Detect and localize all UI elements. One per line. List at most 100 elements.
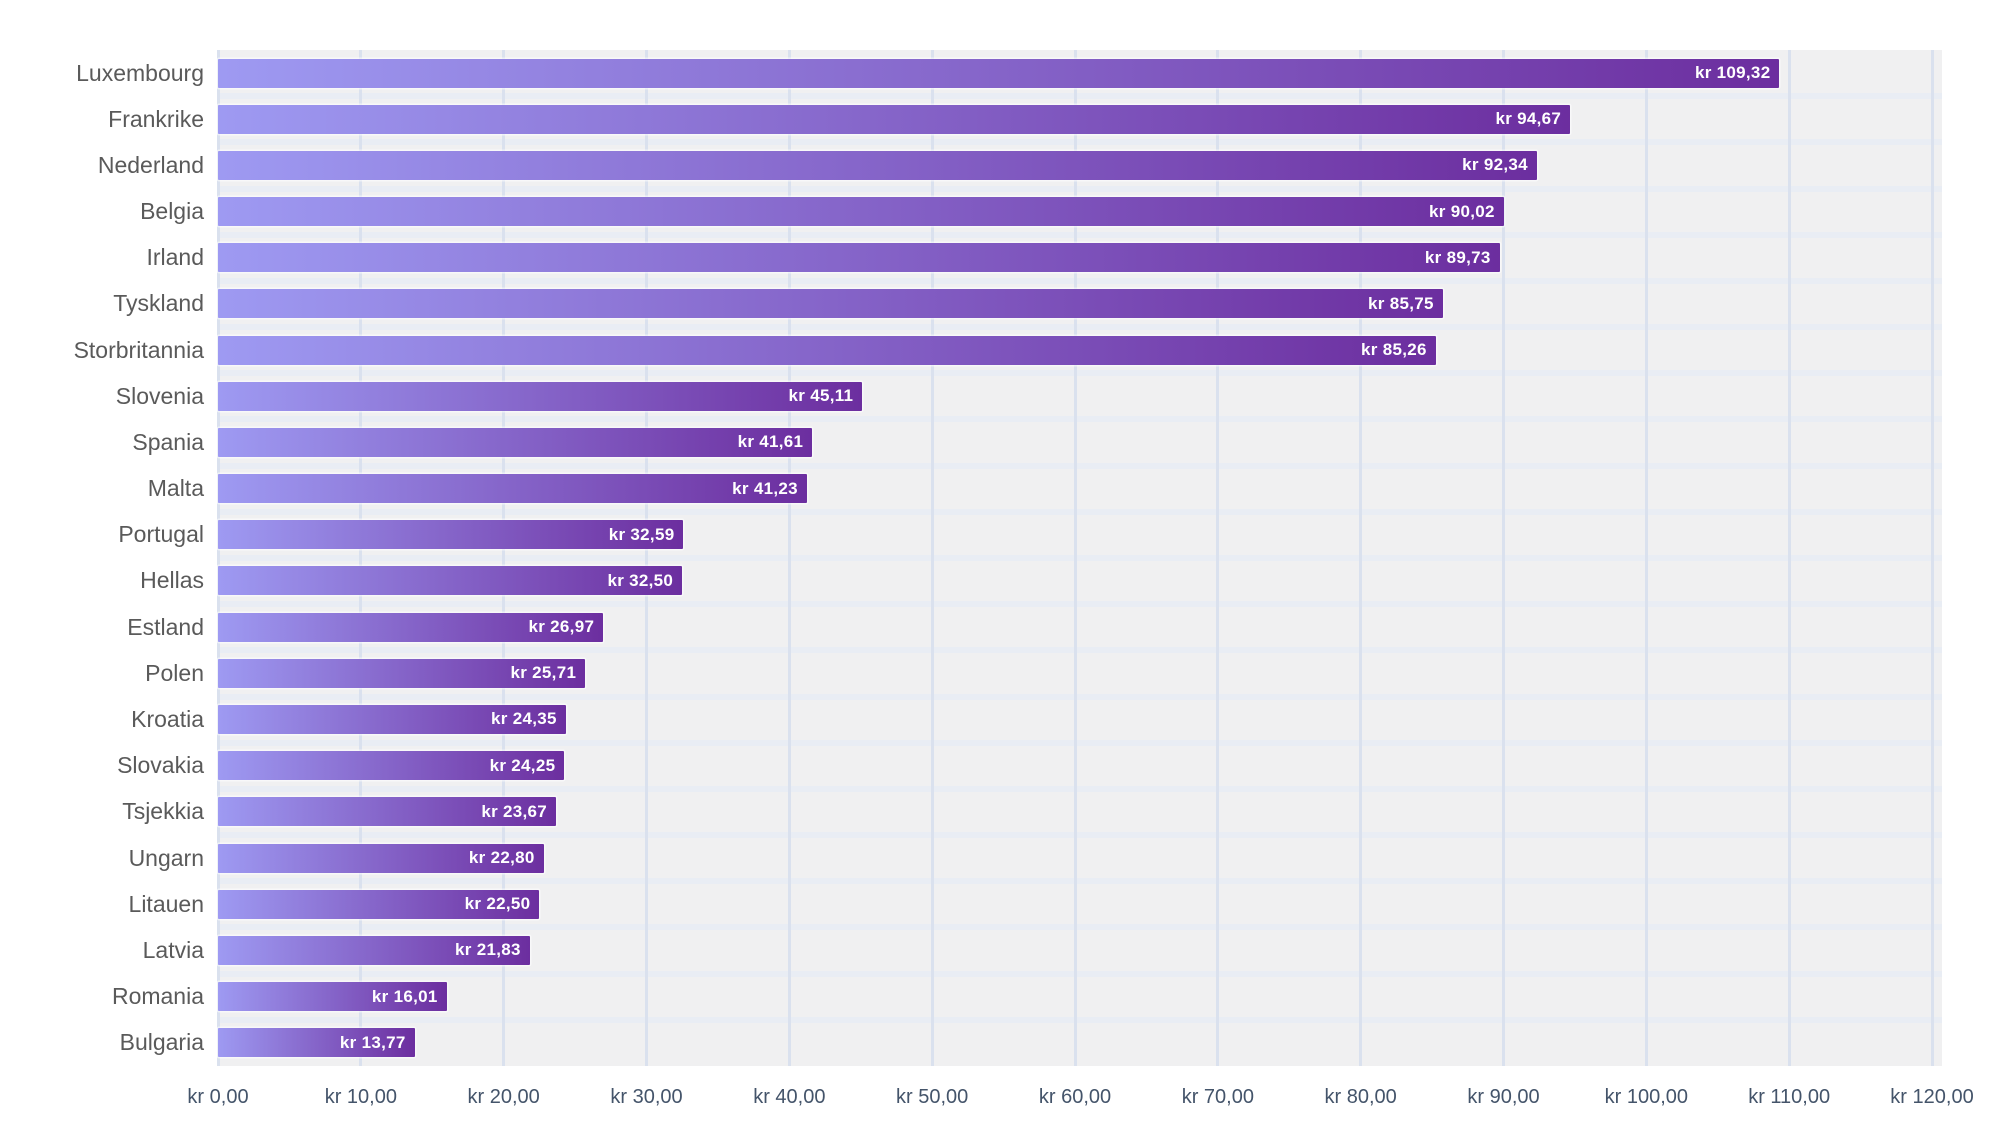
- bar-value-label: kr 16,01: [371, 986, 438, 1006]
- bar-track: kr 24,25: [218, 751, 2000, 781]
- chart-row: Spania kr 41,61: [0, 419, 2000, 465]
- vertical-gridline: [1930, 50, 1934, 1066]
- category-label: Romania: [111, 983, 204, 1010]
- x-tick-label: kr 50,00: [896, 1086, 969, 1108]
- horizontal-gridline: [218, 277, 1942, 284]
- chart-row: Latvia kr 21,83: [0, 927, 2000, 973]
- bar-value-label: kr 25,71: [510, 663, 577, 683]
- chart-row: Portugal kr 32,59: [0, 512, 2000, 558]
- bar[interactable]: kr 41,23: [218, 474, 807, 504]
- chart-row: Nederland kr 92,34: [0, 142, 2000, 188]
- chart-row: Slovakia kr 24,25: [0, 743, 2000, 789]
- vertical-gridline: [645, 50, 648, 1066]
- chart-row: Tsjekkia kr 23,67: [0, 789, 2000, 835]
- bar-value-label: kr 94,67: [1495, 109, 1562, 129]
- category-label: Irland: [146, 244, 204, 271]
- chart-rows: Luxembourg kr 109,32 Frankrike kr 94,67 Nede…: [0, 50, 2000, 1066]
- bar[interactable]: kr 16,01: [218, 982, 447, 1012]
- horizontal-gridline: [218, 324, 1942, 331]
- x-tick-label: kr 90,00: [1467, 1086, 1540, 1108]
- bar-track: kr 21,83: [218, 935, 2000, 965]
- bar[interactable]: kr 109,32: [218, 58, 1780, 88]
- bar-track: kr 89,73: [218, 243, 2000, 273]
- chart-row: Malta kr 41,23: [0, 466, 2000, 512]
- horizontal-gridline: [218, 601, 1942, 608]
- bar-value-label: kr 109,32: [1694, 63, 1771, 83]
- bar[interactable]: kr 21,83: [218, 935, 530, 965]
- bar[interactable]: kr 94,67: [218, 104, 1571, 134]
- bar[interactable]: kr 25,71: [218, 658, 586, 688]
- x-tick-label: kr 40,00: [753, 1086, 826, 1108]
- horizontal-gridline: [218, 1016, 1942, 1023]
- chart-row: Litauen kr 22,50: [0, 881, 2000, 927]
- vertical-gridline: [216, 50, 220, 1066]
- vertical-gridline: [502, 50, 506, 1066]
- vertical-gridline: [359, 50, 363, 1066]
- vertical-gridline: [1216, 50, 1220, 1066]
- bar[interactable]: kr 23,67: [218, 797, 557, 827]
- chart-row: Ungarn kr 22,80: [0, 835, 2000, 881]
- bar[interactable]: kr 45,11: [218, 381, 863, 411]
- chart-row: Polen kr 25,71: [0, 650, 2000, 696]
- bar-track: kr 23,67: [218, 797, 2000, 827]
- bar-track: kr 26,97: [218, 612, 2000, 642]
- bar-track: kr 22,80: [218, 843, 2000, 873]
- bar-value-label: kr 13,77: [339, 1032, 406, 1052]
- category-label: Bulgaria: [119, 1029, 204, 1056]
- bar-value-label: kr 92,34: [1462, 155, 1528, 175]
- bar[interactable]: kr 26,97: [218, 612, 604, 642]
- bar-value-label: kr 24,35: [491, 709, 557, 729]
- chart-row: Romania kr 16,01: [0, 973, 2000, 1019]
- chart-row: Irland kr 89,73: [0, 235, 2000, 281]
- horizontal-gridline: [218, 231, 1942, 238]
- bar[interactable]: kr 24,25: [218, 751, 565, 781]
- category-label: Portugal: [118, 521, 204, 548]
- chart-row: Frankrike kr 94,67: [0, 96, 2000, 142]
- x-tick-label: kr 100,00: [1604, 1086, 1689, 1108]
- chart-row: Kroatia kr 24,35: [0, 696, 2000, 742]
- category-label: Kroatia: [131, 705, 204, 732]
- category-label: Tyskland: [113, 290, 204, 317]
- chart-row: Storbritannia kr 85,26: [0, 327, 2000, 373]
- category-label: Nederland: [97, 151, 204, 178]
- horizontal-gridline: [218, 647, 1942, 654]
- bar-track: kr 22,50: [218, 889, 2000, 919]
- bar[interactable]: kr 24,35: [218, 704, 566, 734]
- x-tick-label: kr 110,00: [1748, 1086, 1831, 1108]
- bar-track: kr 32,59: [218, 520, 2000, 550]
- bar[interactable]: kr 32,59: [218, 520, 684, 550]
- bar[interactable]: kr 90,02: [218, 197, 1504, 227]
- x-tick-label: kr 70,00: [1181, 1086, 1254, 1108]
- chart-row: Luxembourg kr 109,32: [0, 50, 2000, 96]
- chart-row: Hellas kr 32,50: [0, 558, 2000, 604]
- x-tick-label: kr 80,00: [1324, 1086, 1397, 1108]
- bar[interactable]: kr 89,73: [218, 243, 1500, 273]
- bar[interactable]: kr 13,77: [218, 1028, 415, 1058]
- bar[interactable]: kr 32,50: [218, 566, 683, 596]
- x-tick-label: kr 0,00: [187, 1086, 249, 1108]
- bar[interactable]: kr 92,34: [218, 150, 1537, 180]
- bar-track: kr 90,02: [218, 197, 2000, 227]
- bar-track: kr 41,23: [218, 474, 2000, 504]
- bar-value-label: kr 89,73: [1424, 247, 1491, 267]
- bar-value-label: kr 24,25: [489, 755, 556, 775]
- category-label: Slovenia: [115, 382, 204, 409]
- bar-value-label: kr 90,02: [1429, 201, 1495, 221]
- horizontal-gridline: [218, 739, 1942, 746]
- vertical-gridline: [787, 50, 791, 1066]
- vertical-gridline: [1359, 50, 1363, 1066]
- horizontal-gridline: [218, 416, 1942, 423]
- x-tick-label: kr 120,00: [1890, 1086, 1974, 1108]
- bar-track: kr 41,61: [218, 427, 2000, 457]
- bar[interactable]: kr 41,61: [218, 427, 813, 457]
- bar[interactable]: kr 22,80: [218, 843, 544, 873]
- bar-value-label: kr 41,61: [737, 432, 804, 452]
- bar[interactable]: kr 85,26: [218, 335, 1436, 365]
- bar-track: kr 45,11: [218, 381, 2000, 411]
- category-label: Slovakia: [117, 752, 204, 779]
- bar-track: kr 92,34: [218, 150, 2000, 180]
- bar[interactable]: kr 22,50: [218, 889, 540, 919]
- bar-value-label: kr 26,97: [528, 617, 595, 637]
- bar[interactable]: kr 85,75: [218, 289, 1443, 319]
